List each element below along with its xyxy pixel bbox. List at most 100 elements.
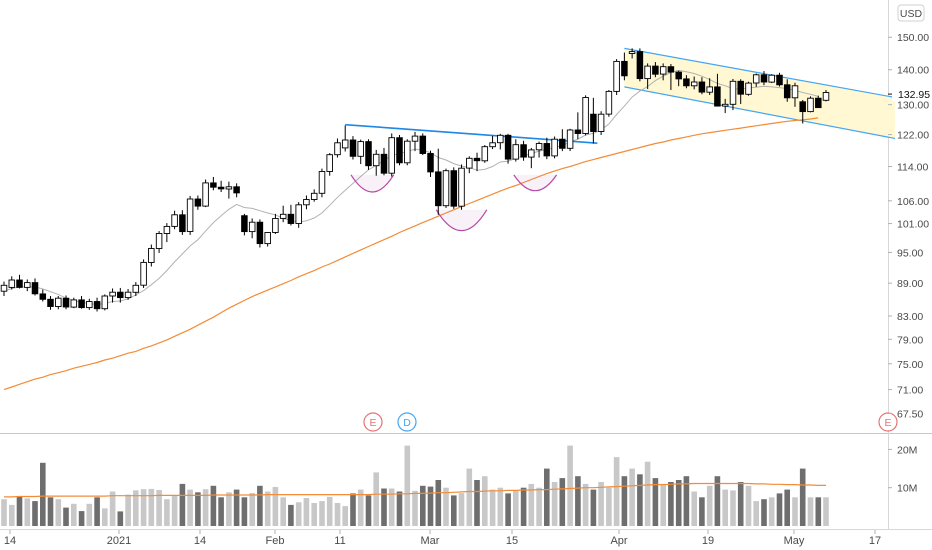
candle bbox=[388, 133, 395, 177]
volume-bar bbox=[505, 493, 511, 526]
candle-body bbox=[372, 153, 380, 167]
candle-body bbox=[179, 214, 186, 233]
candle-body bbox=[683, 78, 690, 87]
currency-badge[interactable]: USD bbox=[897, 4, 925, 22]
volume-bar bbox=[792, 497, 798, 526]
volume-bar bbox=[737, 482, 744, 526]
candle bbox=[287, 204, 295, 226]
candle-body bbox=[380, 153, 388, 174]
candle bbox=[597, 111, 605, 135]
candle bbox=[473, 152, 481, 172]
date-tick-label: 15 bbox=[506, 535, 518, 547]
candle bbox=[644, 63, 651, 89]
candle bbox=[217, 180, 225, 192]
price-tick-label: 75.00 bbox=[897, 359, 923, 371]
volume-bar bbox=[590, 489, 597, 526]
volume-bar bbox=[691, 491, 697, 526]
ema-long-line bbox=[3, 117, 819, 391]
candle bbox=[636, 48, 644, 82]
candle bbox=[582, 95, 589, 136]
volume-bar bbox=[544, 468, 550, 526]
candle-body bbox=[458, 167, 465, 207]
volume-bar bbox=[753, 501, 759, 526]
cup-arc-2 bbox=[435, 209, 488, 232]
date-tick-label: 14 bbox=[4, 535, 16, 547]
candle bbox=[566, 128, 574, 152]
candle bbox=[140, 259, 147, 288]
candle bbox=[822, 90, 830, 102]
volume-bar bbox=[16, 496, 23, 526]
volume-bar bbox=[272, 486, 279, 526]
candle bbox=[690, 76, 698, 90]
volume-bar bbox=[660, 483, 666, 526]
candle-body bbox=[404, 140, 411, 164]
candle-body bbox=[388, 137, 395, 174]
volume-bar bbox=[621, 476, 628, 526]
volume-bar bbox=[125, 494, 131, 526]
candle-body bbox=[783, 84, 791, 99]
candle bbox=[264, 232, 271, 247]
candle-body bbox=[0, 284, 8, 292]
candle-body bbox=[466, 157, 473, 169]
volume-pane[interactable] bbox=[1, 445, 829, 526]
candle-body bbox=[24, 282, 31, 288]
price-tick-label: 150.00 bbox=[897, 32, 929, 44]
date-tick-label: 19 bbox=[702, 535, 714, 547]
candle bbox=[372, 149, 380, 176]
candle-body bbox=[590, 113, 597, 132]
candle bbox=[729, 78, 737, 111]
volume-bar bbox=[133, 490, 139, 526]
price-axis[interactable]: 150.00 140.00 130.00 122.00 114.00 106.00 101.… bbox=[888, 32, 929, 495]
candle-body bbox=[582, 97, 589, 134]
candle-body bbox=[636, 51, 644, 80]
time-axis[interactable]: 14 2021 14 Feb 11 Mar 15 Apr 19 May 17 bbox=[4, 530, 881, 547]
volume-bar bbox=[1, 499, 7, 526]
candle bbox=[458, 164, 465, 210]
candle bbox=[326, 153, 333, 176]
candle-body bbox=[132, 284, 140, 293]
candle-body bbox=[295, 204, 302, 224]
candle-body bbox=[31, 282, 39, 295]
candle bbox=[47, 296, 54, 310]
candle bbox=[791, 82, 799, 107]
volume-bar bbox=[606, 487, 612, 526]
last-price-label: 132.95 bbox=[898, 89, 930, 101]
volume-bar bbox=[109, 491, 116, 526]
volume-bar bbox=[575, 476, 581, 526]
candle-body bbox=[140, 261, 147, 286]
candle bbox=[132, 282, 140, 297]
candle-body bbox=[303, 199, 310, 206]
volume-bar bbox=[435, 480, 442, 526]
event-marker-circle bbox=[397, 412, 417, 432]
candle-body bbox=[287, 213, 295, 224]
candle-body bbox=[520, 144, 527, 158]
candle bbox=[186, 195, 194, 235]
candle bbox=[683, 75, 690, 89]
volume-bar bbox=[140, 489, 147, 526]
volume-bar bbox=[156, 490, 162, 526]
event-marker-label: E bbox=[369, 417, 376, 429]
candle-body bbox=[349, 139, 357, 157]
volume-bar bbox=[32, 501, 38, 526]
candle bbox=[776, 72, 783, 87]
volume-bar bbox=[482, 476, 488, 526]
date-tick-label: 17 bbox=[869, 535, 881, 547]
volume-bar bbox=[187, 489, 193, 526]
candle-body bbox=[155, 233, 163, 249]
candle-body bbox=[8, 279, 16, 288]
candle bbox=[179, 210, 186, 235]
candle bbox=[706, 78, 713, 95]
candle bbox=[396, 134, 403, 166]
volume-bar bbox=[745, 485, 752, 526]
candle-body bbox=[768, 74, 775, 83]
volume-bar bbox=[319, 501, 325, 526]
volume-bar bbox=[148, 488, 155, 526]
candle-body bbox=[745, 82, 752, 95]
currency-badge-box[interactable] bbox=[897, 4, 925, 22]
candle-body bbox=[807, 97, 814, 113]
price-tick-label: 67.50 bbox=[897, 408, 923, 420]
candle-body bbox=[822, 92, 830, 101]
candle-body bbox=[605, 90, 613, 115]
